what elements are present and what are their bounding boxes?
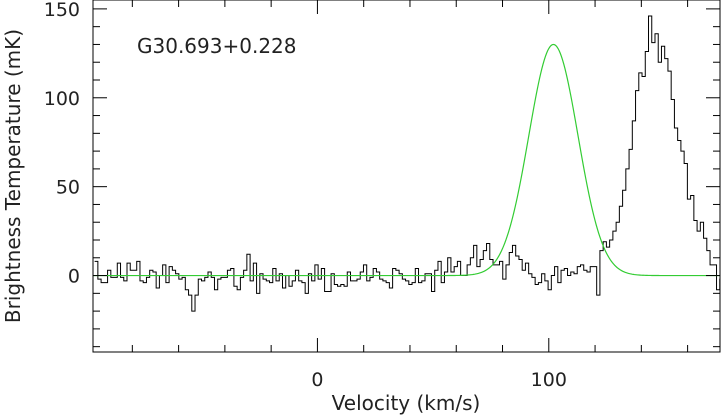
y-tick-label: 0 bbox=[68, 266, 80, 288]
y-tick-label: 150 bbox=[44, 0, 80, 21]
y-tick-label: 50 bbox=[56, 177, 80, 199]
x-tick-label: 0 bbox=[311, 369, 323, 391]
spectrum-series bbox=[94, 15, 720, 312]
y-axis-title: Brightness Temperature (mK) bbox=[1, 29, 25, 323]
x-tick-label: 100 bbox=[531, 369, 567, 391]
plot-frame bbox=[92, 0, 721, 353]
y-tick-label: 100 bbox=[44, 88, 80, 110]
x-axis-title: Velocity (km/s) bbox=[332, 391, 481, 415]
source-name-annotation: G30.693+0.228 bbox=[137, 34, 297, 58]
gaussian-fit-series bbox=[93, 43, 720, 277]
